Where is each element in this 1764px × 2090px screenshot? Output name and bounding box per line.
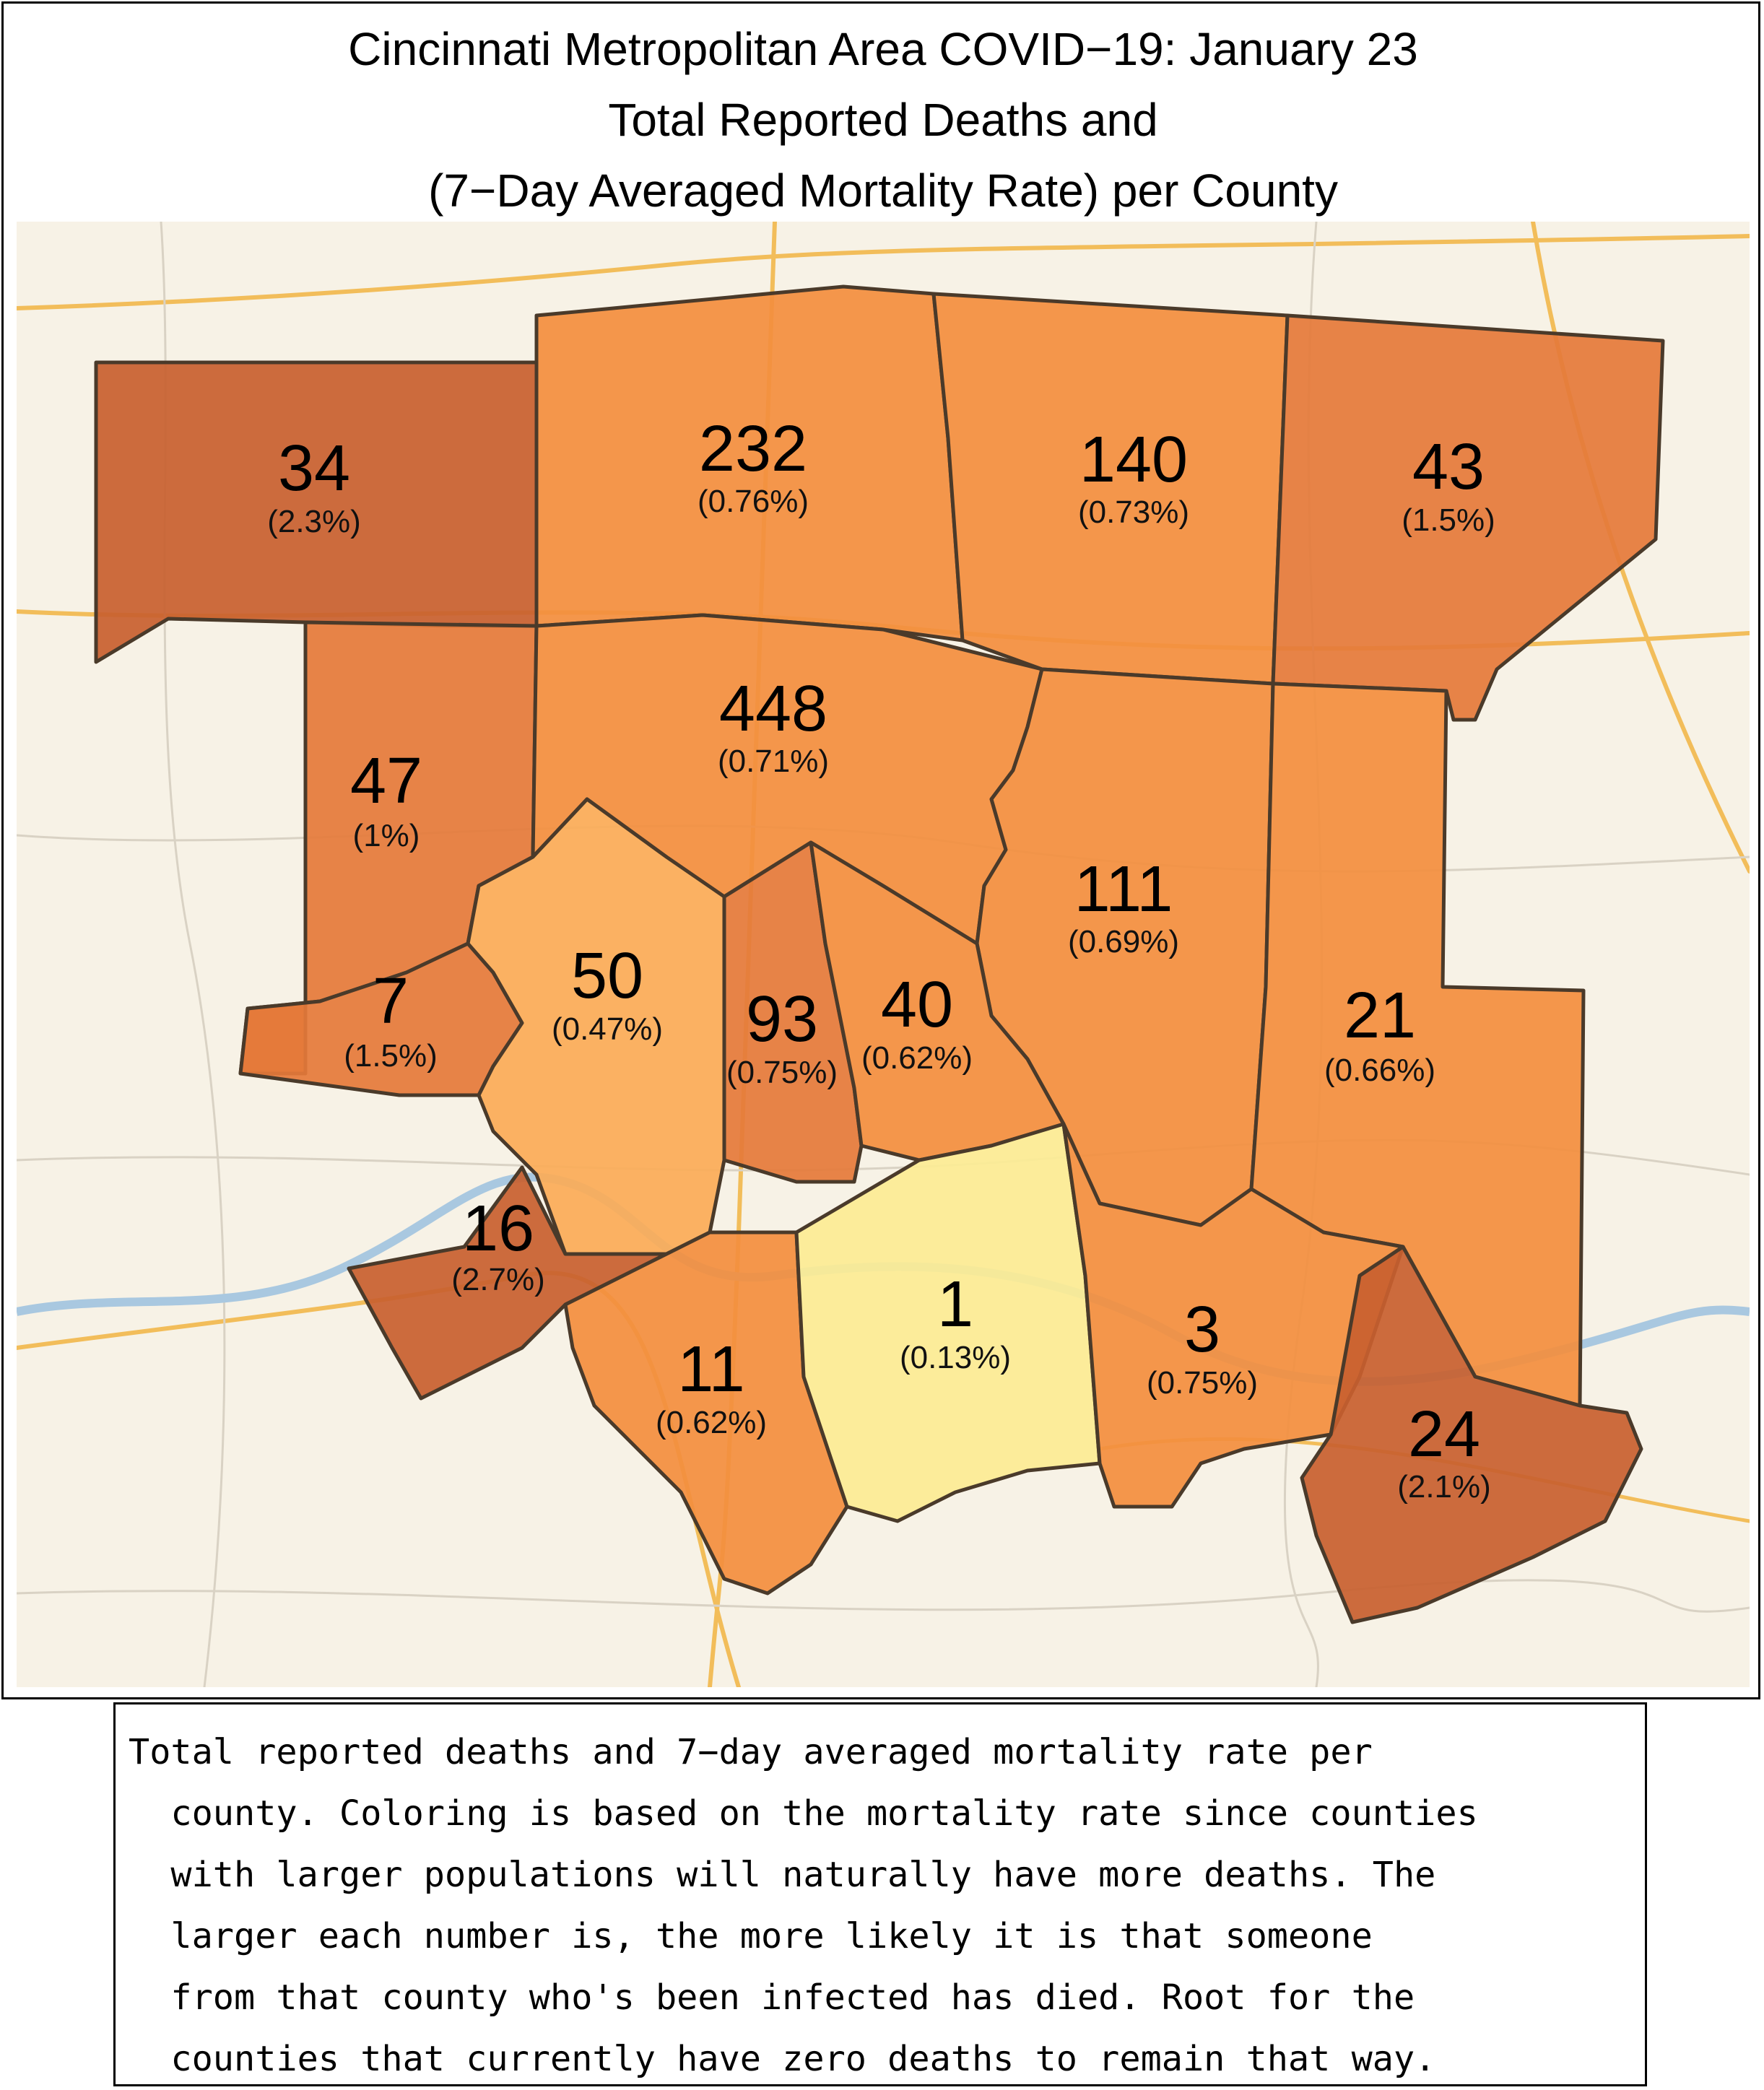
county-se-rate: (2.1%) xyxy=(1397,1469,1491,1505)
county-ne-deaths: 43 xyxy=(1412,431,1485,503)
map-frame: Cincinnati Metropolitan Area COVID−19: J… xyxy=(1,1,1760,1699)
county-n2-deaths: 140 xyxy=(1079,424,1188,496)
county-s5-deaths: 3 xyxy=(1184,1294,1220,1366)
county-s1-rate: (0.75%) xyxy=(726,1055,838,1090)
county-labels: 34 (2.3%) 232 (0.76%) 140 (0.73%) 43 (1.… xyxy=(267,413,1495,1505)
county-e1-rate: (0.69%) xyxy=(1068,924,1179,959)
county-w2-deaths: 7 xyxy=(373,965,409,1037)
county-e2-deaths: 21 xyxy=(1344,980,1416,1052)
caption-text: Total reported deaths and 7−day averaged… xyxy=(129,1722,1630,2090)
county-s2-rate: (0.62%) xyxy=(861,1040,973,1076)
county-nw-rate: (2.3%) xyxy=(267,504,361,539)
title-line-2: Total Reported Deaths and xyxy=(608,94,1158,146)
county-sw-deaths: 50 xyxy=(571,940,643,1012)
title-line-1: Cincinnati Metropolitan Area COVID−19: J… xyxy=(348,23,1418,75)
county-n1-rate: (0.76%) xyxy=(698,484,809,519)
county-se-deaths: 24 xyxy=(1408,1398,1480,1471)
caption-line-6: counties that currently have zero deaths… xyxy=(129,2039,1436,2079)
county-s2-deaths: 40 xyxy=(881,969,953,1041)
county-n1-deaths: 232 xyxy=(699,413,807,485)
county-w1-deaths: 47 xyxy=(350,745,422,817)
caption-line-3: with larger populations will naturally h… xyxy=(129,1855,1436,1895)
county-polygons xyxy=(94,284,1665,1624)
county-sw-rate: (0.47%) xyxy=(552,1011,663,1047)
county-s4-rate: (0.13%) xyxy=(900,1340,1011,1375)
county-w1-rate: (1%) xyxy=(353,818,420,853)
caption-line-1: Total reported deaths and 7−day averaged… xyxy=(129,1732,1373,1772)
county-w3-rate: (2.7%) xyxy=(451,1262,545,1297)
caption-line-5: from that county who's been infected has… xyxy=(129,1977,1415,2018)
county-ne-rate: (1.5%) xyxy=(1402,502,1495,538)
county-s3[interactable] xyxy=(563,1230,849,1595)
county-w2-rate: (1.5%) xyxy=(344,1038,438,1074)
county-se[interactable] xyxy=(1300,1245,1643,1624)
county-map: 34 (2.3%) 232 (0.76%) 140 (0.73%) 43 (1.… xyxy=(17,222,1750,1687)
caption-box: Total reported deaths and 7−day averaged… xyxy=(113,1702,1647,2086)
county-center-rate: (0.71%) xyxy=(718,744,829,779)
county-s3-deaths: 11 xyxy=(677,1333,744,1406)
county-s3-rate: (0.62%) xyxy=(656,1405,767,1440)
county-e1-deaths: 111 xyxy=(1074,853,1173,926)
county-e2-rate: (0.66%) xyxy=(1324,1053,1435,1088)
caption-line-4: larger each number is, the more likely i… xyxy=(129,1916,1373,1956)
title-line-3: (7−Day Averaged Mortality Rate) per Coun… xyxy=(428,165,1338,217)
county-s1-deaths: 93 xyxy=(746,983,818,1055)
caption-line-2: county. Coloring is based on the mortali… xyxy=(129,1793,1478,1834)
county-n2-rate: (0.73%) xyxy=(1078,495,1189,530)
county-s5-rate: (0.75%) xyxy=(1147,1365,1258,1401)
county-w3-deaths: 16 xyxy=(462,1193,534,1265)
county-center-deaths: 448 xyxy=(719,673,827,745)
county-s4-deaths: 1 xyxy=(937,1268,973,1341)
county-nw-deaths: 34 xyxy=(278,432,350,505)
county-s4[interactable] xyxy=(794,1122,1102,1523)
map-title: Cincinnati Metropolitan Area COVID−19: J… xyxy=(4,14,1763,226)
